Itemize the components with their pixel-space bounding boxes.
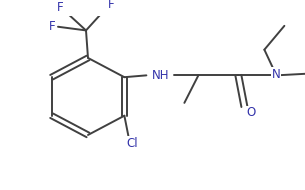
Text: F: F <box>49 20 55 33</box>
Text: F: F <box>108 0 114 11</box>
Text: NH: NH <box>152 69 169 82</box>
Text: O: O <box>247 106 256 120</box>
Text: Cl: Cl <box>127 137 138 150</box>
Text: F: F <box>57 1 63 14</box>
Text: N: N <box>272 68 281 81</box>
